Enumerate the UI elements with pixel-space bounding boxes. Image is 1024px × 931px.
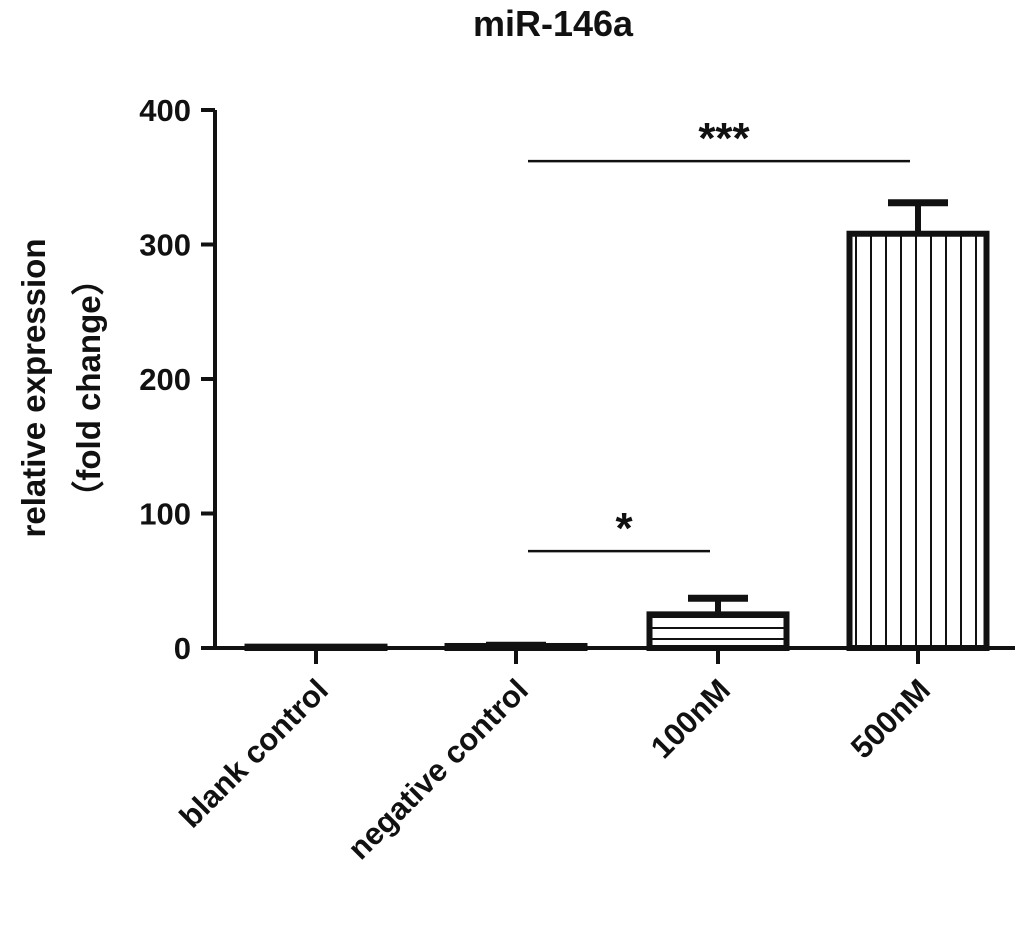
significance-label-1: *** bbox=[698, 114, 750, 163]
y-axis-title: relative expression （fold change） bbox=[15, 239, 107, 538]
chart-title: miR-146a bbox=[473, 3, 634, 44]
x-tick-label-1: negative control bbox=[341, 672, 535, 866]
error-bars bbox=[486, 199, 948, 649]
significance-label-0: * bbox=[615, 504, 633, 553]
bar-3 bbox=[846, 230, 990, 652]
bar-0 bbox=[244, 643, 388, 652]
y-axis: 0 100 200 300 400 bbox=[139, 93, 217, 666]
y-tick-label: 300 bbox=[139, 228, 191, 263]
x-tick-label-2: 100nM bbox=[644, 672, 737, 765]
bar-2 bbox=[646, 611, 790, 651]
y-tick-label: 400 bbox=[139, 93, 191, 128]
x-tick-label-0: blank control bbox=[173, 672, 335, 834]
y-tick-label: 200 bbox=[139, 362, 191, 397]
y-axis-label-line2: （fold change） bbox=[70, 262, 107, 513]
x-tick-label-3: 500nM bbox=[844, 672, 937, 765]
bars bbox=[244, 230, 990, 652]
y-axis-label-line1: relative expression bbox=[15, 239, 52, 538]
significance-annotations: **** bbox=[528, 114, 910, 553]
x-tick-labels: blank control negative control 100nM 500nM bbox=[173, 672, 937, 866]
y-tick-label: 0 bbox=[174, 631, 191, 666]
y-tick-label: 100 bbox=[139, 497, 191, 532]
